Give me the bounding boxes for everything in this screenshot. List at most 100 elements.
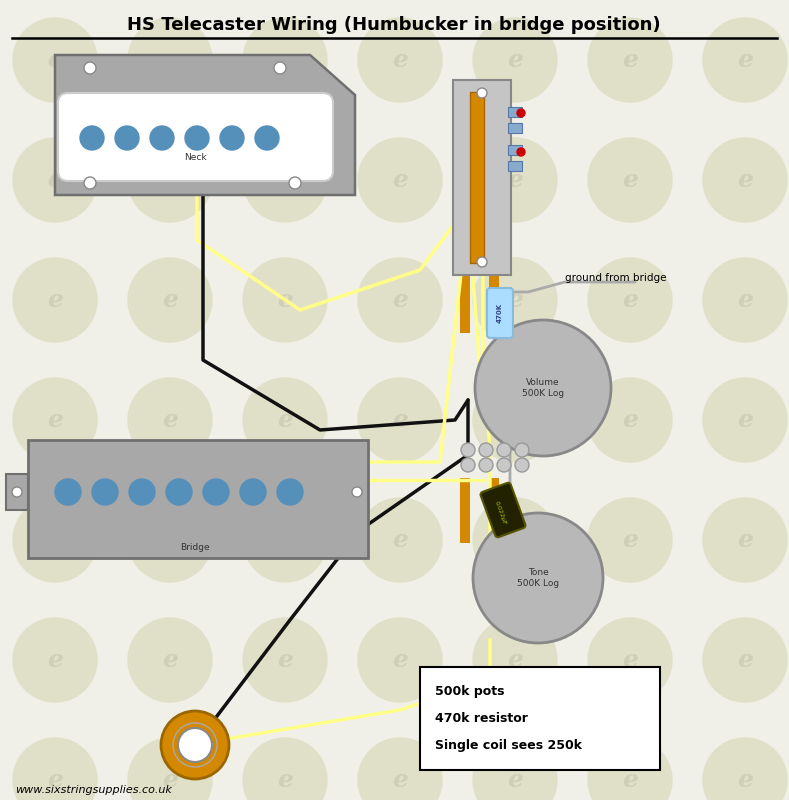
Circle shape: [13, 258, 97, 342]
Text: e: e: [507, 768, 523, 792]
Circle shape: [461, 443, 475, 457]
Circle shape: [150, 126, 174, 150]
Circle shape: [243, 378, 327, 462]
Text: e: e: [277, 408, 293, 432]
Circle shape: [473, 258, 557, 342]
Circle shape: [473, 738, 557, 800]
Circle shape: [128, 138, 212, 222]
Text: e: e: [507, 288, 523, 312]
Text: e: e: [277, 168, 293, 192]
Text: www.sixstringsupplies.co.uk: www.sixstringsupplies.co.uk: [15, 785, 172, 795]
Text: e: e: [737, 528, 753, 552]
Text: e: e: [277, 768, 293, 792]
FancyBboxPatch shape: [6, 474, 28, 510]
Text: e: e: [162, 768, 178, 792]
Circle shape: [477, 88, 487, 98]
Circle shape: [358, 18, 442, 102]
Circle shape: [477, 257, 487, 267]
Circle shape: [473, 18, 557, 102]
Circle shape: [13, 138, 97, 222]
Circle shape: [240, 479, 266, 505]
Circle shape: [243, 738, 327, 800]
Circle shape: [13, 738, 97, 800]
Circle shape: [13, 498, 97, 582]
Circle shape: [128, 378, 212, 462]
Circle shape: [497, 458, 511, 472]
FancyBboxPatch shape: [508, 107, 522, 117]
Circle shape: [475, 320, 611, 456]
Circle shape: [128, 258, 212, 342]
Circle shape: [84, 177, 96, 189]
Circle shape: [161, 711, 229, 779]
Text: e: e: [392, 528, 408, 552]
FancyBboxPatch shape: [460, 268, 470, 333]
Text: e: e: [507, 168, 523, 192]
Text: Neck: Neck: [184, 154, 206, 162]
Text: e: e: [47, 408, 63, 432]
Text: e: e: [622, 168, 638, 192]
FancyBboxPatch shape: [28, 440, 368, 558]
Text: e: e: [47, 768, 63, 792]
Text: e: e: [622, 528, 638, 552]
Circle shape: [515, 443, 529, 457]
Text: e: e: [507, 48, 523, 72]
Circle shape: [358, 618, 442, 702]
Circle shape: [588, 18, 672, 102]
Text: e: e: [507, 648, 523, 672]
Text: e: e: [277, 48, 293, 72]
Text: e: e: [162, 288, 178, 312]
Text: Tone
500K Log: Tone 500K Log: [517, 568, 559, 588]
Circle shape: [166, 479, 192, 505]
FancyBboxPatch shape: [481, 482, 525, 538]
Circle shape: [461, 458, 475, 472]
Circle shape: [588, 738, 672, 800]
Circle shape: [479, 458, 493, 472]
Circle shape: [703, 18, 787, 102]
FancyBboxPatch shape: [453, 80, 511, 275]
Text: e: e: [507, 408, 523, 432]
Text: e: e: [47, 48, 63, 72]
Circle shape: [13, 378, 97, 462]
Circle shape: [473, 618, 557, 702]
Text: e: e: [162, 408, 178, 432]
Circle shape: [588, 618, 672, 702]
Circle shape: [703, 258, 787, 342]
Circle shape: [497, 443, 511, 457]
Circle shape: [243, 18, 327, 102]
Circle shape: [243, 138, 327, 222]
Text: e: e: [47, 168, 63, 192]
Circle shape: [13, 18, 97, 102]
Circle shape: [517, 148, 525, 156]
Text: Single coil sees 250k: Single coil sees 250k: [435, 739, 582, 752]
Text: 470K: 470K: [497, 303, 503, 323]
Text: 0.022µF: 0.022µF: [493, 500, 507, 526]
FancyBboxPatch shape: [460, 478, 470, 543]
Circle shape: [55, 479, 81, 505]
Circle shape: [358, 738, 442, 800]
Text: e: e: [277, 528, 293, 552]
Text: e: e: [277, 648, 293, 672]
Circle shape: [703, 378, 787, 462]
Circle shape: [515, 458, 529, 472]
Text: e: e: [737, 768, 753, 792]
Circle shape: [243, 258, 327, 342]
Circle shape: [92, 479, 118, 505]
Text: e: e: [47, 288, 63, 312]
Text: e: e: [622, 408, 638, 432]
Text: e: e: [392, 48, 408, 72]
Text: e: e: [737, 648, 753, 672]
Circle shape: [84, 62, 96, 74]
Circle shape: [358, 138, 442, 222]
Circle shape: [220, 126, 244, 150]
FancyBboxPatch shape: [508, 161, 522, 171]
Text: e: e: [392, 408, 408, 432]
Text: ground from bridge: ground from bridge: [565, 273, 667, 283]
Circle shape: [289, 177, 301, 189]
Circle shape: [243, 498, 327, 582]
Circle shape: [243, 618, 327, 702]
Text: e: e: [622, 648, 638, 672]
FancyBboxPatch shape: [487, 288, 513, 338]
Text: Volume
500K Log: Volume 500K Log: [522, 378, 564, 398]
Circle shape: [703, 498, 787, 582]
Text: e: e: [622, 768, 638, 792]
